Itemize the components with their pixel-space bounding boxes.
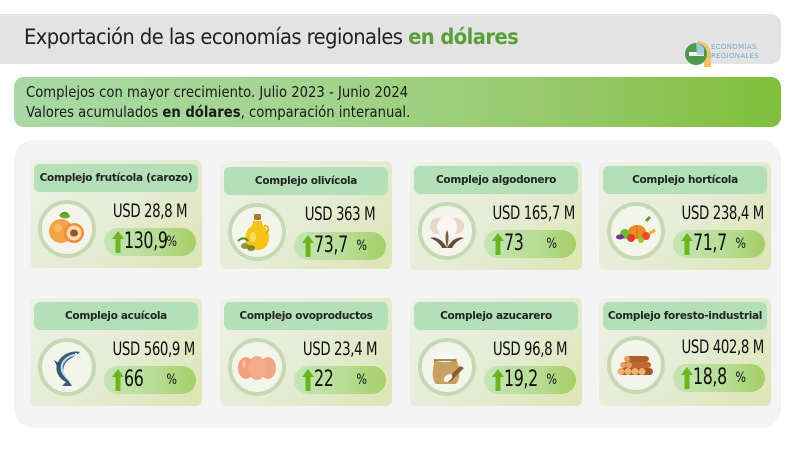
peach-icon	[49, 211, 84, 243]
percent-sign: %	[735, 370, 746, 386]
card-title: Complejo algodonero	[414, 166, 578, 194]
icon-circle	[418, 338, 476, 396]
card-azucarero: Complejo azucarero USD 96,8 M 19,2 %	[410, 298, 582, 406]
export-value: USD 238,4 M	[681, 202, 765, 224]
up-arrow-icon	[112, 231, 124, 253]
growth-value: 22	[314, 367, 334, 392]
fish-icon	[54, 351, 80, 386]
cotton-icon	[430, 217, 464, 248]
subheader-line1: Complejos con mayor crecimiento. Julio 2…	[26, 83, 409, 101]
percent-sign: %	[166, 372, 177, 388]
growth-pill: 73,7 %	[294, 232, 386, 260]
export-value: USD 402,8 M	[681, 336, 765, 358]
er-logo-icon	[685, 41, 711, 67]
export-value: USD 363 M	[304, 203, 376, 225]
title-prefix: Exportación de las economías regionales	[24, 25, 409, 49]
export-value: USD 560,9 M	[112, 338, 196, 360]
growth-pill: 22 %	[294, 366, 386, 394]
icon-circle	[38, 200, 96, 258]
growth-value: 66	[124, 367, 144, 392]
subheader-line2: Valores acumulados en dólares, comparaci…	[26, 103, 410, 121]
subheader-band: Complejos con mayor crecimiento. Julio 2…	[14, 77, 781, 127]
growth-pill: 130,9 %	[104, 228, 196, 256]
percent-sign: %	[546, 236, 557, 252]
card-acuicola: Complejo acuícola USD 560,9 M 66 %	[30, 298, 202, 406]
up-arrow-icon	[302, 235, 314, 257]
percent-sign: %	[546, 372, 557, 388]
icon-circle	[418, 202, 476, 260]
percent-sign: %	[166, 234, 177, 250]
card-algodonero: Complejo algodonero USD 165,7 M 73 %	[410, 162, 582, 270]
icon-circle	[228, 203, 286, 261]
growth-value: 73,7	[314, 233, 348, 258]
card-fruticola: Complejo frutícola (carozo) USD 28,8 M 1…	[30, 160, 202, 268]
vegetables-icon	[616, 216, 656, 243]
olive-oil-icon	[237, 214, 270, 251]
growth-value: 19,2	[504, 367, 538, 392]
up-arrow-icon	[681, 367, 693, 389]
up-arrow-icon	[302, 369, 314, 391]
growth-pill: 66 %	[104, 366, 196, 394]
card-title: Complejo olivícola	[224, 167, 388, 195]
economias-regionales-logo: ECONOMÍAS REGIONALES	[683, 35, 773, 69]
up-arrow-icon	[492, 369, 504, 391]
line2-suffix: , comparación interanual.	[240, 103, 411, 121]
up-arrow-icon	[681, 233, 693, 255]
growth-value: 130,9	[124, 229, 168, 254]
export-value: USD 165,7 M	[492, 202, 576, 224]
percent-sign: %	[735, 236, 746, 252]
growth-pill: 19,2 %	[484, 366, 576, 394]
up-arrow-icon	[112, 369, 124, 391]
logo-text: ECONOMÍAS REGIONALES	[711, 43, 759, 61]
growth-pill: 73 %	[484, 230, 576, 258]
card-title: Complejo acuícola	[34, 302, 198, 330]
growth-value: 71,7	[693, 231, 727, 256]
export-value: USD 28,8 M	[112, 200, 188, 222]
title-bar: Exportación de las economías regionales …	[0, 14, 781, 67]
export-value: USD 23,4 M	[302, 338, 378, 360]
title-accent: en dólares	[408, 25, 519, 49]
card-title: Complejo frutícola (carozo)	[34, 164, 198, 192]
card-foresto-industrial: Complejo foresto-industrial USD 402,8 M …	[599, 298, 771, 406]
growth-pill: 71,7 %	[673, 230, 765, 258]
card-title: Complejo azucarero	[414, 302, 578, 330]
icon-circle	[38, 338, 96, 396]
icon-circle	[607, 336, 665, 394]
logo-line1: ECONOMÍAS	[711, 43, 757, 51]
card-title: Complejo hortícola	[603, 166, 767, 194]
percent-sign: %	[356, 372, 367, 388]
card-title: Complejo ovoproductos	[224, 302, 388, 330]
card-ovoproductos: Complejo ovoproductos USD 23,4 M 22 %	[220, 298, 392, 406]
card-olivicola: Complejo olivícola USD 363 M 73,7 %	[220, 161, 392, 269]
growth-value: 18,8	[693, 365, 727, 390]
growth-value: 73	[504, 231, 524, 256]
up-arrow-icon	[492, 233, 504, 255]
line2-bold: en dólares	[162, 103, 241, 121]
percent-sign: %	[356, 238, 367, 254]
icon-circle	[228, 338, 286, 396]
export-value: USD 96,8 M	[492, 338, 568, 360]
card-title: Complejo foresto-industrial	[603, 302, 767, 330]
line2-prefix: Valores acumulados	[26, 103, 163, 121]
logs-icon	[617, 356, 653, 375]
page-title: Exportación de las economías regionales …	[24, 25, 519, 49]
logo-line2: REGIONALES	[711, 52, 760, 60]
icon-circle	[607, 202, 665, 260]
sugar-sack-icon	[432, 354, 464, 384]
card-horticola: Complejo hortícola USD 238,4 M 71,7 %	[599, 162, 771, 270]
growth-pill: 18,8 %	[673, 364, 765, 392]
eggs-icon	[238, 356, 276, 380]
